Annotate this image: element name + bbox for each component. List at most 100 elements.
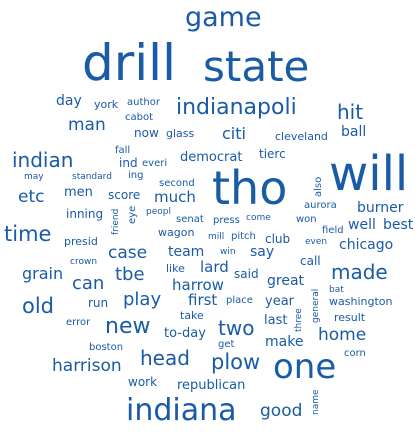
word-tbe: tbe: [115, 264, 145, 285]
word-field: field: [322, 225, 344, 236]
word-indianapoli: indianapoli: [176, 95, 297, 120]
word-great: great: [267, 273, 305, 289]
word-man: man: [68, 115, 106, 135]
word-error: error: [66, 317, 91, 328]
word-bat: bat: [329, 285, 344, 295]
word-say: say: [250, 244, 275, 260]
word-citi: citi: [222, 124, 246, 143]
word-boston: boston: [89, 342, 124, 353]
word-standard: standard: [72, 172, 112, 182]
word-can: can: [72, 273, 105, 294]
word-name: name: [311, 389, 321, 415]
word-to-day: to-day: [164, 326, 206, 341]
word-lard: lard: [200, 258, 229, 276]
word-inning: inning: [66, 207, 104, 221]
word-won: won: [296, 214, 317, 225]
word-year: year: [265, 294, 295, 309]
word-chicago: chicago: [339, 237, 394, 253]
word-harrison: harrison: [52, 356, 122, 376]
word-time: time: [4, 222, 52, 246]
word-ing: ing: [128, 170, 144, 181]
word-two: two: [218, 316, 255, 340]
word-well: well: [348, 217, 376, 233]
word-presid: presid: [64, 235, 98, 248]
word-come: come: [246, 213, 271, 223]
word-best: best: [383, 217, 414, 233]
word-second: second: [159, 178, 195, 189]
word-will: will: [329, 146, 409, 202]
word-old: old: [22, 294, 55, 318]
word-ball: ball: [341, 124, 367, 140]
word-also: also: [313, 176, 324, 197]
word-one: one: [273, 347, 337, 387]
word-author: author: [127, 97, 160, 108]
word-mill: mill: [208, 232, 225, 242]
word-much: much: [154, 188, 196, 206]
word-home: home: [318, 325, 367, 345]
word-three: three: [294, 308, 304, 332]
word-place: place: [226, 295, 253, 306]
word-tho: tho: [212, 161, 288, 215]
word-harrow: harrow: [172, 276, 224, 294]
word-burner: burner: [357, 200, 404, 216]
word-even: even: [305, 237, 328, 247]
word-play: play: [123, 289, 162, 310]
word-plow: plow: [211, 350, 261, 374]
word-grain: grain: [22, 264, 64, 283]
word-hit: hit: [337, 100, 364, 124]
word-pitch: pitch: [231, 231, 256, 242]
word-club: club: [265, 232, 291, 246]
word-eye: eye: [127, 205, 138, 224]
word-said: said: [234, 267, 259, 281]
word-game: game: [185, 2, 262, 33]
word-get: get: [218, 339, 235, 350]
word-cabot: cabot: [125, 112, 154, 123]
word-first: first: [188, 291, 218, 309]
word-senat: senat: [176, 214, 204, 225]
word-win: win: [220, 247, 236, 257]
word-press: press: [213, 215, 240, 226]
word-like: like: [166, 262, 185, 275]
word-democrat: democrat: [180, 150, 243, 165]
word-crown: crown: [70, 257, 98, 267]
word-good: good: [260, 401, 303, 421]
word-corn: corn: [344, 348, 366, 359]
word-make: make: [265, 334, 304, 350]
word-glass: glass: [166, 127, 195, 140]
word-last: last: [264, 313, 288, 328]
word-washington: washington: [329, 295, 393, 308]
word-made: made: [331, 260, 388, 284]
word-may: may: [24, 172, 44, 182]
word-aurora: aurora: [304, 200, 337, 211]
word-run: run: [88, 296, 109, 310]
word-wagon: wagon: [158, 226, 195, 239]
word-men: men: [64, 185, 93, 200]
word-fall: fall: [115, 145, 131, 156]
word-call: call: [300, 254, 321, 268]
word-work: work: [128, 375, 158, 389]
word-state: state: [203, 42, 310, 91]
word-now: now: [134, 126, 159, 140]
word-republican: republican: [177, 378, 246, 393]
word-team: team: [168, 244, 205, 260]
word-take: take: [180, 309, 204, 322]
word-cleveland: cleveland: [275, 130, 328, 143]
word-tierc: tierc: [259, 147, 286, 161]
word-case: case: [108, 243, 148, 263]
word-drill: drill: [82, 34, 176, 92]
word-friend: friend: [111, 208, 121, 235]
word-ind: ind: [119, 156, 138, 170]
word-new: new: [105, 314, 151, 339]
word-head: head: [140, 346, 190, 370]
word-result: result: [334, 311, 366, 324]
word-day: day: [56, 93, 82, 109]
word-indiana: indiana: [126, 393, 237, 428]
word-peopl: peopl: [146, 207, 171, 217]
word-everi: everi: [142, 158, 168, 169]
word-york: york: [94, 98, 119, 111]
word-score: score: [108, 188, 141, 202]
word-etc: etc: [18, 187, 45, 207]
word-indian: indian: [12, 148, 74, 172]
word-general: general: [311, 288, 321, 323]
